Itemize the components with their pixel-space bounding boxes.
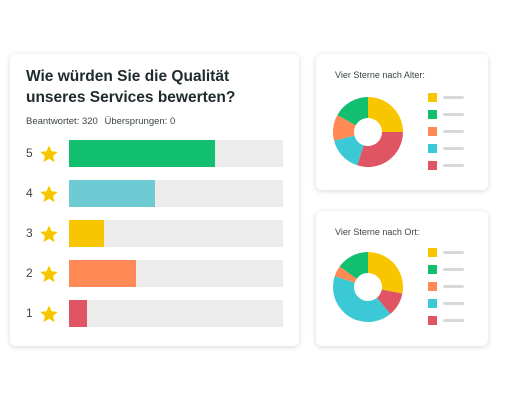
- response-stats: Beantwortet: 320 Übersprungen: 0: [26, 116, 179, 127]
- rating-row-5[interactable]: 5: [10, 140, 299, 168]
- rating-bar-track: [69, 300, 283, 327]
- age-donut-segment: [337, 97, 368, 126]
- star-icon: [40, 225, 58, 243]
- rating-label: 2: [26, 266, 33, 280]
- legend-placeholder-line: [443, 268, 464, 271]
- star-icon: [40, 145, 58, 163]
- location-donut-segment: [376, 289, 403, 314]
- legend-item: [428, 316, 468, 333]
- rating-bar-fill: [69, 260, 136, 287]
- legend-placeholder-line: [443, 319, 464, 322]
- location-breakdown-title: Vier Sterne nach Ort:: [335, 227, 420, 237]
- age-donut-segment: [334, 135, 364, 166]
- legend-item: [428, 93, 468, 110]
- rating-bar-fill: [69, 140, 215, 167]
- rating-bar-fill: [69, 180, 155, 207]
- location-donut-segment: [339, 252, 368, 279]
- rating-row-4[interactable]: 4: [10, 180, 299, 208]
- legend-placeholder-line: [443, 251, 464, 254]
- legend-item: [428, 161, 468, 178]
- rating-bar-track: [69, 180, 283, 207]
- legend-swatch: [428, 93, 437, 102]
- legend-item: [428, 110, 468, 127]
- legend-swatch: [428, 265, 437, 274]
- rating-label: 4: [26, 186, 33, 200]
- legend-swatch: [428, 144, 437, 153]
- star-icon: [40, 305, 58, 323]
- age-legend: [428, 93, 468, 178]
- legend-swatch: [428, 299, 437, 308]
- question-title: Wie würden Sie die Qualität unseres Serv…: [26, 68, 236, 106]
- answered-count: Beantwortet: 320: [26, 116, 98, 127]
- rating-row-2[interactable]: 2: [10, 260, 299, 288]
- legend-swatch: [428, 127, 437, 136]
- legend-swatch: [428, 110, 437, 119]
- rating-label: 5: [26, 146, 33, 160]
- legend-item: [428, 144, 468, 161]
- star-icon: [40, 265, 58, 283]
- location-donut-chart: [333, 252, 403, 322]
- legend-swatch: [428, 161, 437, 170]
- location-breakdown-card[interactable]: Vier Sterne nach Ort:: [316, 211, 488, 346]
- legend-item: [428, 282, 468, 299]
- rating-bar-track: [69, 220, 283, 247]
- legend-placeholder-line: [443, 285, 464, 288]
- location-donut-segment: [334, 266, 357, 283]
- rating-row-1[interactable]: 1: [10, 300, 299, 328]
- skipped-count: Übersprungen: 0: [104, 116, 176, 127]
- age-donut-segment: [333, 115, 356, 141]
- legend-placeholder-line: [443, 164, 464, 167]
- legend-swatch: [428, 282, 437, 291]
- rating-label: 1: [26, 306, 33, 320]
- location-legend: [428, 248, 468, 333]
- legend-placeholder-line: [443, 302, 464, 305]
- age-breakdown-title: Vier Sterne nach Alter:: [335, 70, 425, 80]
- age-donut-segment: [368, 97, 403, 132]
- legend-placeholder-line: [443, 130, 464, 133]
- location-donut-segment: [368, 252, 403, 294]
- legend-item: [428, 299, 468, 316]
- star-icon: [40, 185, 58, 203]
- legend-item: [428, 265, 468, 282]
- rating-bar-fill: [69, 220, 104, 247]
- age-donut-chart: [333, 97, 403, 167]
- rating-label: 3: [26, 226, 33, 240]
- rating-bar-fill: [69, 300, 87, 327]
- legend-item: [428, 248, 468, 265]
- rating-bar-track: [69, 260, 283, 287]
- legend-swatch: [428, 248, 437, 257]
- legend-placeholder-line: [443, 147, 464, 150]
- legend-placeholder-line: [443, 113, 464, 116]
- rating-row-3[interactable]: 3: [10, 220, 299, 248]
- location-donut-segment: [333, 276, 391, 322]
- age-donut-segment: [357, 132, 403, 167]
- age-breakdown-card[interactable]: Vier Sterne nach Alter:: [316, 54, 488, 190]
- rating-bar-track: [69, 140, 283, 167]
- legend-item: [428, 127, 468, 144]
- rating-question-card: Wie würden Sie die Qualität unseres Serv…: [10, 54, 299, 346]
- legend-swatch: [428, 316, 437, 325]
- legend-placeholder-line: [443, 96, 464, 99]
